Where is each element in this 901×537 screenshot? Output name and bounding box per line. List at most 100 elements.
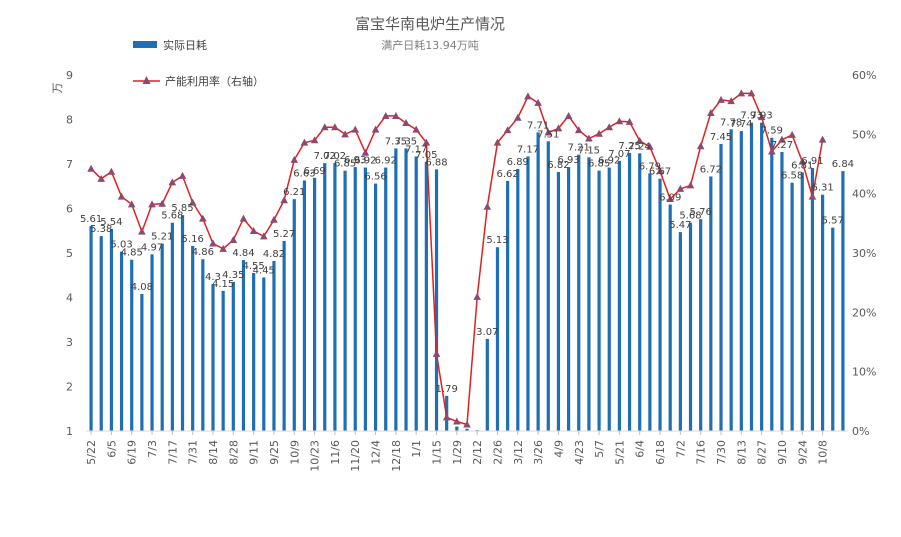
- bar-data-label: 5.16: [182, 234, 204, 245]
- bar: [536, 132, 540, 431]
- bar-data-label: 7.07: [608, 149, 630, 160]
- line-point: [249, 227, 258, 235]
- bar-data-label: 6.31: [811, 183, 833, 194]
- x-tick-label: 6/4: [634, 440, 647, 458]
- line-point: [646, 142, 654, 150]
- bar-data-label: 6.72: [700, 164, 722, 175]
- bar: [821, 194, 825, 431]
- bar: [617, 160, 621, 431]
- line-point: [686, 181, 695, 189]
- y-left-tick-label: 8: [66, 114, 73, 127]
- bar-data-labels: 5.615.385.545.034.854.084.975.215.685.85…: [80, 111, 854, 395]
- line-point: [432, 349, 441, 357]
- x-tick-label: 1/29: [451, 440, 464, 465]
- y-left-tick-label: 4: [66, 292, 73, 305]
- y-right-tick-label: 60%: [852, 69, 876, 82]
- bar-data-label: 5.57: [822, 216, 844, 227]
- line-point: [188, 198, 197, 206]
- x-tick-label: 8/27: [756, 440, 769, 465]
- line-point: [737, 89, 746, 97]
- bar-data-label: 5.85: [171, 203, 193, 214]
- x-tick-label: 11/6: [329, 440, 342, 465]
- line-point: [676, 184, 685, 192]
- bar: [688, 222, 693, 431]
- line-point: [402, 119, 410, 127]
- line-point: [280, 196, 288, 204]
- x-tick-label: 8/13: [735, 440, 748, 465]
- bar: [211, 284, 215, 431]
- bar-data-label: 6.91: [801, 156, 823, 167]
- bar: [292, 199, 296, 431]
- line-point: [158, 199, 166, 207]
- bar: [343, 170, 347, 432]
- line-point: [442, 413, 451, 421]
- line-point: [707, 108, 715, 116]
- line-point: [87, 164, 95, 172]
- bar: [627, 152, 632, 431]
- bar: [252, 273, 256, 431]
- bar-data-label: 7.02: [324, 151, 346, 162]
- y-right-tick-label: 0%: [852, 425, 869, 438]
- x-tick-label: 9/25: [268, 440, 281, 465]
- bar-data-label: 5.76: [690, 207, 712, 218]
- bar-data-label: 6.92: [375, 156, 397, 167]
- bar: [414, 156, 418, 431]
- line-point: [412, 125, 420, 133]
- line-point: [178, 171, 187, 179]
- bar: [668, 204, 672, 431]
- y-left-tick-label: 6: [66, 203, 73, 216]
- y-left-tick-label: 5: [66, 247, 73, 260]
- bar-data-label: 7.24: [629, 141, 651, 152]
- bar-data-label: 7.15: [578, 145, 600, 156]
- bar-data-label: 4.55: [243, 261, 265, 272]
- bar: [241, 260, 246, 431]
- y-right-tick-label: 30%: [852, 247, 876, 260]
- bar: [424, 161, 428, 431]
- line-point: [778, 135, 786, 143]
- x-tick-label: 7/2: [674, 440, 687, 458]
- bar: [648, 173, 652, 431]
- line-point: [260, 232, 268, 240]
- bar-data-label: 6.92: [598, 156, 620, 167]
- line-point: [371, 125, 380, 133]
- x-tick-label: 7/17: [166, 440, 179, 465]
- bar-data-label: 7.25: [618, 141, 640, 152]
- line-point: [534, 98, 542, 106]
- bar-data-label: 7.51: [537, 129, 559, 140]
- legend-line-label: 产能利用率（右轴）: [165, 74, 264, 88]
- bar: [394, 148, 398, 432]
- bar-data-label: 4.84: [232, 248, 254, 259]
- bar: [516, 168, 520, 431]
- bar: [160, 243, 164, 431]
- bar: [455, 426, 459, 431]
- bar-data-label: 5.38: [90, 224, 112, 235]
- bar-data-label: 7.78: [720, 117, 742, 128]
- line-point: [229, 235, 238, 243]
- bar: [709, 176, 713, 431]
- bar-data-label: 6.82: [547, 160, 569, 171]
- bar-data-label: 7.17: [405, 144, 427, 155]
- y-axis-right: 0% 10% 20% 30% 40% 50% 60%: [852, 69, 876, 438]
- y-right-tick-label: 20%: [852, 306, 876, 319]
- bar-data-label: 7.35: [395, 136, 417, 147]
- bar-data-label: 5.21: [151, 232, 173, 243]
- bar-data-label: 6.92: [354, 156, 376, 167]
- bar: [729, 129, 733, 432]
- x-tick-label: 7/30: [715, 440, 728, 465]
- line-point: [585, 134, 593, 142]
- bar: [180, 215, 185, 431]
- line-point: [808, 192, 817, 200]
- bar: [373, 183, 378, 431]
- line-point: [97, 174, 106, 182]
- bar-data-label: 5.68: [161, 211, 183, 222]
- bar: [485, 338, 489, 431]
- line-path: [90, 92, 824, 426]
- bar: [191, 245, 195, 431]
- line-point: [574, 126, 583, 134]
- bar: [404, 148, 408, 432]
- bar-data-label: 6.63: [293, 168, 315, 179]
- y-right-tick-label: 10%: [852, 366, 876, 379]
- bar-data-label: 7.17: [517, 144, 539, 155]
- bar: [749, 122, 754, 432]
